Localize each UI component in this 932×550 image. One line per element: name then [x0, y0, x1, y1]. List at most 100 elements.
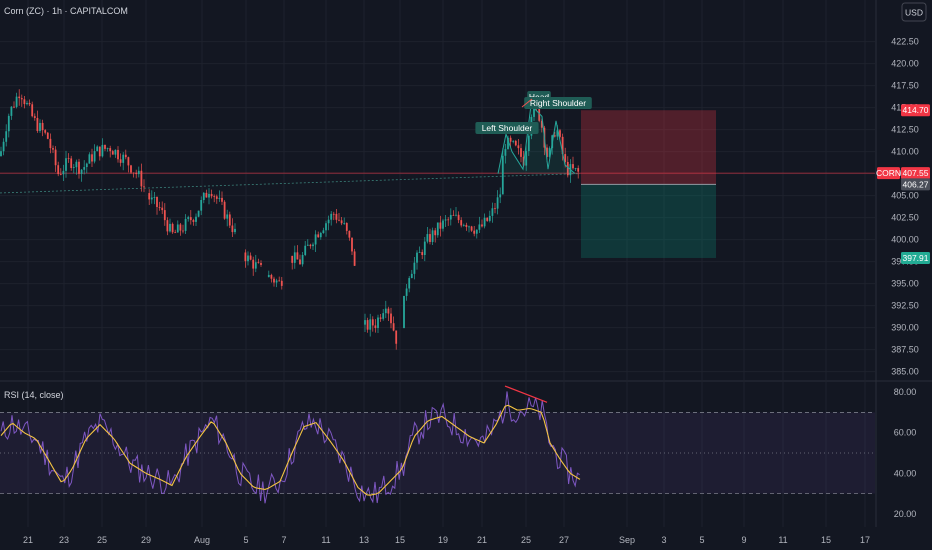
candle — [187, 215, 190, 222]
time-axis-bg — [0, 527, 932, 550]
candle — [327, 215, 330, 231]
candle — [247, 251, 249, 266]
price-tick-label: 392.50 — [891, 301, 919, 311]
candle — [267, 270, 270, 278]
entry-price-tag-text: 406.27 — [903, 179, 929, 189]
right-shoulder-label[interactable]: Right Shoulder — [524, 97, 592, 109]
candle — [348, 230, 351, 241]
candle — [119, 153, 122, 167]
candle — [184, 214, 187, 235]
candle — [319, 231, 322, 240]
candle — [574, 167, 577, 171]
candle — [577, 165, 580, 179]
candle — [28, 99, 31, 107]
candle — [249, 252, 252, 261]
rsi-ma-line — [0, 404, 581, 496]
entry-price-tag: 406.27 — [901, 178, 930, 191]
time-tick-label: 21 — [477, 535, 487, 545]
rsi-tick-label: 20.00 — [894, 509, 917, 519]
take-profit-zone[interactable] — [581, 184, 716, 258]
candle — [111, 149, 114, 155]
stop-price-tag: 414.70 — [901, 104, 930, 117]
candle — [366, 317, 369, 333]
candle — [491, 202, 494, 223]
time-tick-label: 3 — [661, 535, 666, 545]
candle — [275, 278, 278, 288]
long-short-position-zones[interactable] — [581, 110, 716, 258]
pattern-outline[interactable] — [497, 103, 576, 174]
time-axis[interactable]: 21 23 25 29 Aug 5 7 11 13 15 19 21 25 27 Sep 3 5 9 11 15 17 — [23, 535, 870, 545]
candle — [384, 300, 387, 319]
candle — [200, 196, 203, 216]
candle — [499, 187, 502, 204]
candle — [59, 168, 62, 176]
candle — [10, 106, 13, 120]
candle — [75, 159, 78, 175]
candle — [254, 254, 257, 273]
candle — [470, 225, 473, 232]
rsi-tick-label: 40.00 — [894, 468, 917, 478]
candle — [301, 252, 304, 267]
candle — [228, 211, 231, 229]
candle — [278, 276, 281, 282]
candle — [85, 162, 88, 174]
candle — [231, 218, 234, 237]
candle — [114, 149, 117, 158]
chart-title: Corn (ZC) · 1h · CAPITALCOM — [4, 6, 128, 16]
candle — [561, 133, 564, 161]
candle — [57, 161, 60, 177]
candle — [340, 217, 343, 226]
candle — [163, 203, 166, 226]
currency-button-label[interactable]: USD — [905, 8, 923, 18]
candle — [221, 191, 223, 206]
candle — [210, 189, 213, 199]
candle — [135, 169, 138, 179]
candle — [452, 210, 455, 216]
head-shoulders-pattern[interactable]: Left ShoulderHeadRight Shoulder — [475, 91, 592, 174]
candle — [109, 145, 112, 158]
currency-button-frame[interactable] — [901, 2, 927, 22]
price-tick-label: 387.50 — [891, 345, 919, 355]
candle — [431, 227, 434, 246]
symbol-tag: CORN — [876, 167, 901, 180]
currency-button[interactable]: USD — [901, 2, 927, 22]
candlestick-series — [0, 89, 580, 350]
candle — [351, 237, 353, 256]
left-shoulder-label[interactable]: Left Shoulder — [475, 122, 539, 134]
candle — [442, 218, 444, 232]
candle — [345, 222, 348, 235]
price-tick-label: 400.00 — [891, 235, 919, 245]
candle — [377, 314, 379, 334]
candle — [72, 164, 75, 174]
last-price-tag: 407.55 — [901, 167, 930, 180]
candle — [101, 138, 104, 158]
candle — [23, 95, 26, 109]
time-tick-label: 19 — [438, 535, 448, 545]
stop-loss-zone[interactable] — [581, 110, 716, 185]
time-tick-label: 7 — [281, 535, 286, 545]
time-tick-label: 17 — [860, 535, 870, 545]
candle — [70, 155, 73, 171]
candle — [226, 209, 229, 227]
candle — [364, 313, 366, 333]
candle — [291, 255, 294, 270]
candle — [507, 135, 509, 150]
candle — [83, 160, 86, 175]
candle — [80, 169, 83, 182]
candle — [182, 224, 184, 234]
candle — [426, 226, 429, 244]
candle — [96, 145, 99, 152]
time-tick-label: Sep — [619, 535, 635, 545]
candle — [527, 134, 530, 156]
candle — [122, 152, 125, 171]
candle — [153, 191, 156, 205]
candle — [374, 319, 377, 333]
candle — [468, 225, 470, 233]
candle — [273, 276, 275, 287]
candle — [473, 225, 476, 237]
candle — [156, 196, 158, 215]
candle — [197, 210, 200, 218]
candle — [418, 246, 421, 253]
